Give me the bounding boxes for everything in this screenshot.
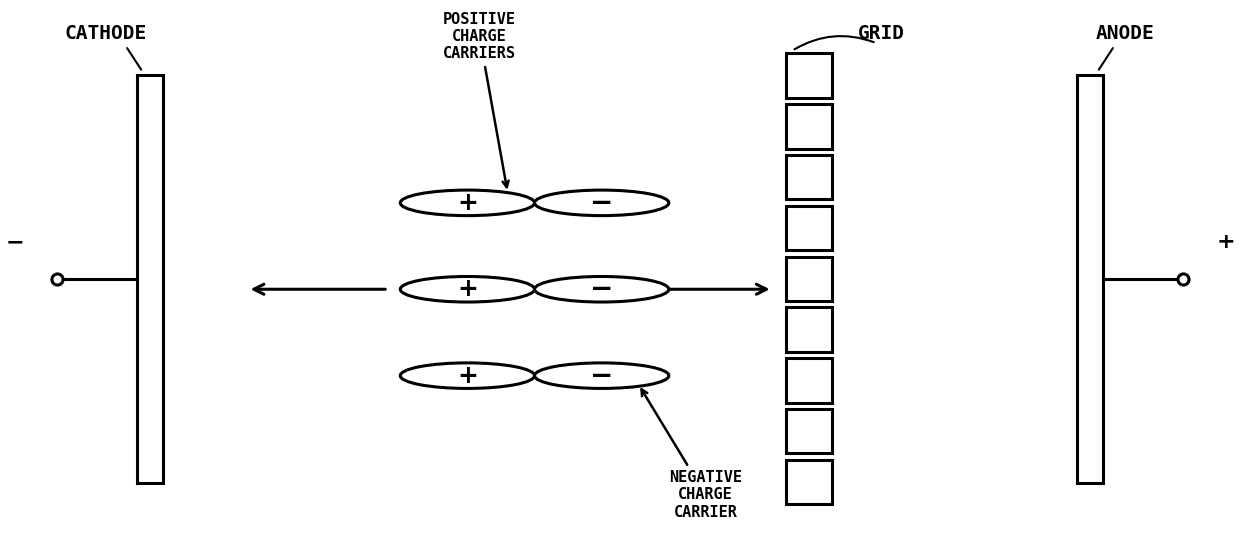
Text: −: − — [5, 232, 24, 252]
Bar — [786, 256, 832, 301]
Bar — [1076, 75, 1104, 483]
Bar — [136, 75, 164, 483]
Text: +: + — [458, 191, 477, 215]
Text: −: − — [590, 275, 614, 303]
Text: GRID: GRID — [858, 24, 905, 43]
Text: −: − — [590, 189, 614, 217]
Bar — [786, 358, 832, 403]
Text: NEGATIVE
CHARGE
CARRIER: NEGATIVE CHARGE CARRIER — [641, 389, 742, 520]
Text: +: + — [458, 277, 477, 301]
Bar — [786, 206, 832, 250]
Text: POSITIVE
CHARGE
CARRIERS: POSITIVE CHARGE CARRIERS — [443, 12, 516, 187]
Text: −: − — [590, 362, 614, 389]
Text: +: + — [458, 364, 477, 388]
Bar — [786, 155, 832, 200]
Ellipse shape — [401, 277, 534, 302]
Ellipse shape — [534, 190, 668, 216]
Bar — [786, 104, 832, 148]
Bar — [786, 307, 832, 352]
Ellipse shape — [534, 363, 668, 388]
Bar — [786, 460, 832, 504]
Text: CATHODE: CATHODE — [64, 24, 146, 43]
Bar — [786, 53, 832, 98]
Ellipse shape — [401, 190, 534, 216]
Text: +: + — [1216, 232, 1235, 252]
Text: ANODE: ANODE — [1096, 24, 1154, 43]
Ellipse shape — [534, 277, 668, 302]
Ellipse shape — [401, 363, 534, 388]
Bar — [786, 409, 832, 453]
